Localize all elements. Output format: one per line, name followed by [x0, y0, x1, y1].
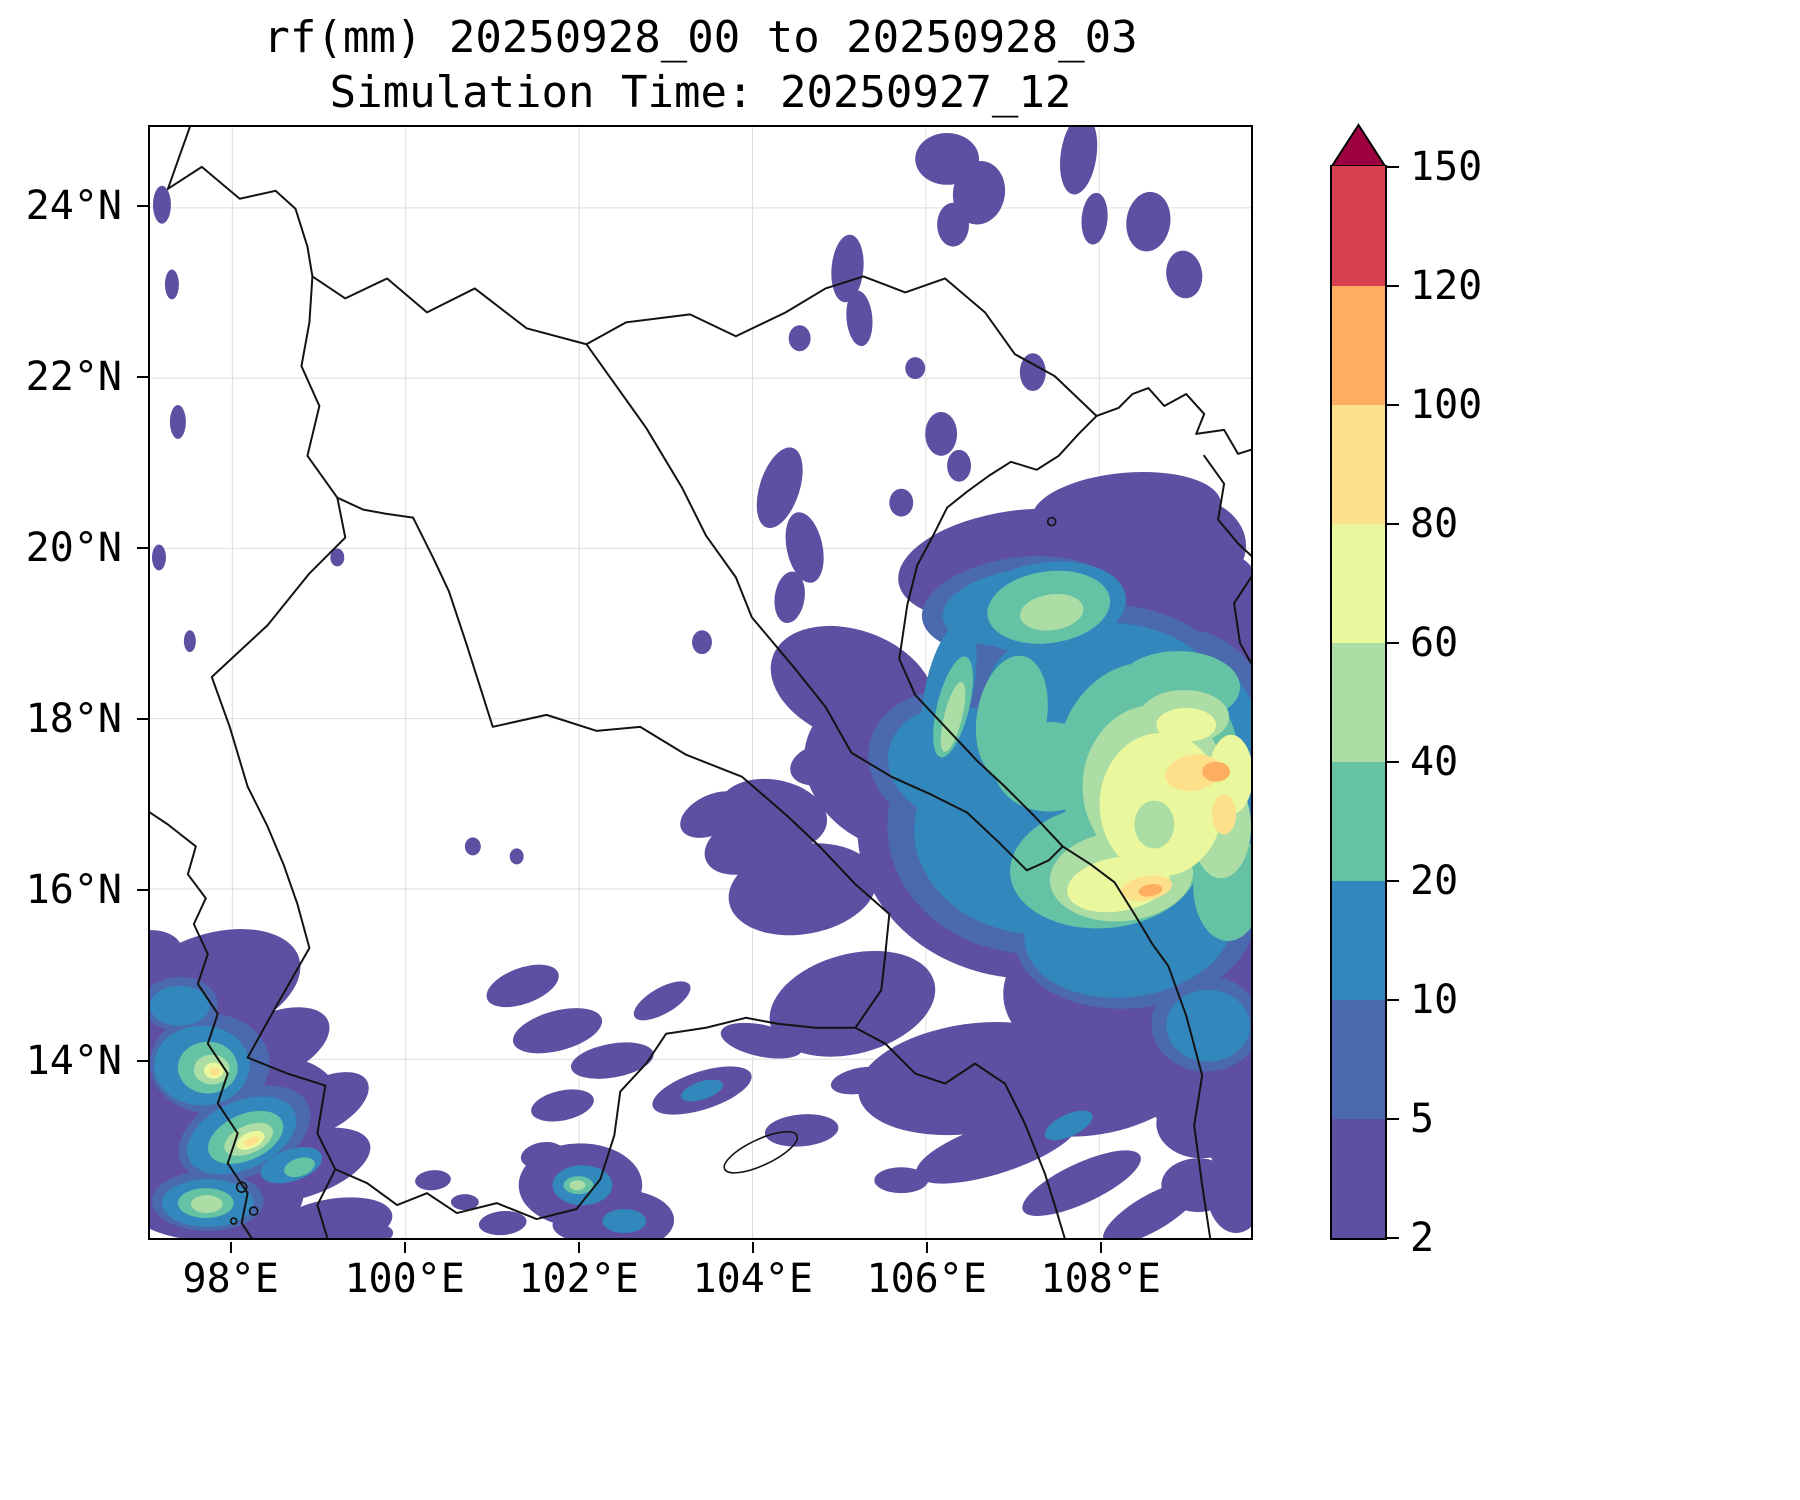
x-axis: 98°E 100°E 102°E 104°E 106°E 108°E: [148, 1242, 1253, 1312]
colorbar-boundary-label: 80: [1410, 501, 1459, 547]
x-tick-mark: [577, 1242, 580, 1253]
x-tick-mark: [403, 1242, 406, 1253]
colorbar-segment: [1332, 1118, 1385, 1238]
y-tick-mark: [137, 205, 148, 208]
colorbar: 2 5 10 20 40 60 80 100 120 150: [1330, 123, 1550, 1293]
colorbar-segment: [1332, 642, 1385, 762]
coastlines-borders: [150, 127, 1251, 1238]
colorbar-segment: [1332, 404, 1385, 524]
y-tick-mark: [137, 717, 148, 720]
rainband-inner-minimum: [1134, 800, 1175, 849]
colorbar-segment: [1332, 761, 1385, 881]
colorbar-boundary-label: 5: [1410, 1096, 1435, 1142]
y-axis: 14°N 16°N 18°N 20°N 22°N 24°N: [0, 125, 148, 1240]
y-tick-label: 22°N: [25, 354, 122, 401]
colorbar-tick: [1387, 999, 1399, 1001]
colorbar-segment: [1332, 523, 1385, 643]
x-tick-label: 108°E: [1040, 1256, 1161, 1302]
y-tick-mark: [137, 888, 148, 891]
colorbar-tick: [1387, 1118, 1399, 1120]
colorbar-segment: [1332, 285, 1385, 405]
colorbar-tick: [1387, 404, 1399, 406]
x-tick-mark: [1099, 1242, 1102, 1253]
colorbar-over-arrow: [1330, 123, 1387, 167]
rainfall-level-100-120mm: [1138, 761, 1231, 897]
y-tick-label: 20°N: [25, 524, 122, 571]
colorbar-segment: [1332, 880, 1385, 1000]
colorbar-boundary-label: 60: [1410, 620, 1459, 666]
y-tick-label: 14°N: [25, 1037, 122, 1084]
colorbar-tick: [1387, 880, 1399, 882]
colorbar-tick: [1387, 166, 1399, 168]
rainfall-map: [150, 127, 1251, 1238]
y-tick-mark: [137, 376, 148, 379]
colorbar-tick: [1387, 285, 1399, 287]
colorbar-segment: [1332, 166, 1385, 286]
colorbar-boundary-label: 150: [1410, 144, 1483, 190]
y-tick-label: 24°N: [25, 183, 122, 230]
rainfall-level-80-100mm: [209, 754, 1237, 1147]
x-tick-label: 102°E: [518, 1256, 639, 1302]
colorbar-boundary-label: 20: [1410, 858, 1459, 904]
x-tick-mark: [925, 1242, 928, 1253]
x-tick-label: 106°E: [866, 1256, 987, 1302]
colorbar-segment: [1332, 999, 1385, 1119]
colorbar-tick: [1387, 1237, 1399, 1239]
colorbar-boundary-label: 40: [1410, 739, 1459, 785]
colorbar-bar: [1330, 165, 1387, 1240]
y-tick-label: 18°N: [25, 695, 122, 742]
y-tick-label: 16°N: [25, 866, 122, 913]
colorbar-tick: [1387, 761, 1399, 763]
x-tick-label: 100°E: [344, 1256, 465, 1302]
map-panel: [148, 125, 1253, 1240]
colorbar-boundary-label: 120: [1410, 263, 1483, 309]
title-block: rf(mm) 20250928_00 to 20250928_03 Simula…: [148, 10, 1253, 120]
colorbar-tick: [1387, 642, 1399, 644]
colorbar-boundary-label: 2: [1410, 1215, 1435, 1261]
plot-title: rf(mm) 20250928_00 to 20250928_03: [263, 12, 1138, 63]
plot-subtitle: Simulation Time: 20250927_12: [329, 67, 1072, 118]
y-tick-mark: [137, 1059, 148, 1062]
colorbar-boundary-label: 10: [1410, 977, 1459, 1023]
colorbar-boundary-label: 100: [1410, 382, 1483, 428]
y-tick-mark: [137, 546, 148, 549]
x-tick-label: 98°E: [182, 1256, 279, 1302]
x-tick-mark: [751, 1242, 754, 1253]
lakes-islands: [229, 516, 1057, 1225]
x-tick-label: 104°E: [692, 1256, 813, 1302]
colorbar-tick: [1387, 523, 1399, 525]
x-tick-mark: [229, 1242, 232, 1253]
